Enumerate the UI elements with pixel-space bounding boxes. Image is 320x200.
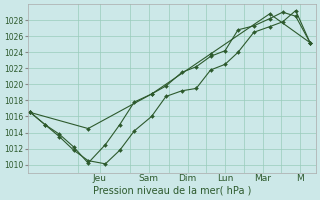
X-axis label: Pression niveau de la mer( hPa ): Pression niveau de la mer( hPa ) xyxy=(92,186,251,196)
